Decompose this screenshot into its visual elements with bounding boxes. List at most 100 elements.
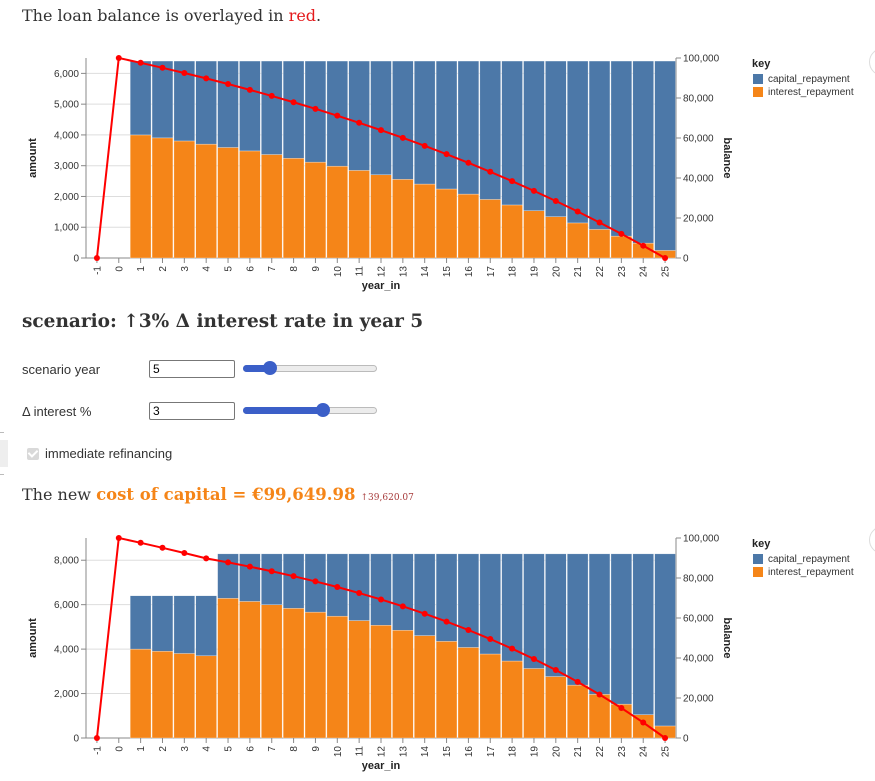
interest-bar [545,676,567,739]
slider-thumb[interactable] [316,403,331,417]
x-tick-label: 11 [355,746,366,757]
interest-bar [392,629,414,739]
side-handle[interactable] [0,440,8,467]
delta-interest-slider[interactable] [243,403,377,417]
balance-point [487,636,494,643]
interest-bar [282,158,305,259]
interest-bar [151,137,174,259]
x-tick-label: 16 [464,746,475,758]
balance-point [509,645,516,652]
y2-tick-label: 40,000 [683,174,714,185]
x-tick-label: -1 [92,746,103,755]
balance-point [552,667,559,674]
interest-bar [435,188,458,259]
capital-bar [610,60,633,237]
balance-point [115,55,122,61]
y2-tick-label: 60,000 [683,614,714,625]
balance-point [203,75,210,82]
slider-thumb[interactable] [262,361,277,375]
balance-point [574,678,581,685]
interest-bar [282,608,305,739]
refinancing-option[interactable]: immediate refinancing [27,446,172,461]
balance-point [203,555,210,562]
balance-point [640,242,647,249]
balance-point [93,255,100,261]
capital-bar [239,553,261,602]
balance-point [225,81,232,88]
refinancing-label: immediate refinancing [45,446,173,461]
capital-bar [588,553,611,695]
slider-fill [243,407,324,414]
x-tick-label: 25 [661,266,672,278]
interest-bar [545,216,567,259]
balance-point [246,563,253,570]
interest-bar [566,222,589,259]
balance-point [181,69,188,76]
x-tick-label: 13 [398,746,409,758]
balance-point [640,719,647,726]
x-tick-label: 18 [508,266,519,278]
x-tick-label: 23 [617,746,628,758]
y-tick-label: 1,000 [54,223,79,234]
capital-bar [435,60,458,190]
interest-bar [239,601,261,739]
capital-bar [435,553,458,642]
x-tick-label: 12 [377,266,388,278]
y2-tick-label: 20,000 [683,214,714,225]
x-tick-label: 14 [420,266,431,278]
capital-bar [610,553,633,705]
interest-bar [151,650,174,739]
x-tick-label: 18 [508,746,519,758]
y-tick-label: 8,000 [54,556,79,567]
balance-point [574,208,581,215]
x-tick-label: 8 [289,746,300,752]
interest-bar [566,684,589,739]
delta-interest-label: Δ interest % [22,403,92,419]
capital-bar [414,553,436,636]
legend-title: key [752,58,771,70]
capital-bar [239,60,261,152]
x-axis-title: year_in [362,280,401,292]
y2-axis-title: balance [721,618,733,659]
x-tick-label: 7 [267,746,278,752]
balance-point [618,230,625,237]
capital-bar [632,60,654,244]
scenario-year-input[interactable] [149,360,235,378]
balance-point [268,568,275,575]
capital-bar [173,60,196,142]
interest-bar [501,660,523,739]
balance-point [509,178,516,185]
capital-bar [654,60,676,251]
x-tick-label: 17 [486,746,497,758]
balance-point [93,735,100,741]
balance-point [443,618,450,625]
capital-bar [588,60,611,230]
scenario-year-slider[interactable] [243,361,377,375]
capital-bar [282,553,305,609]
refinancing-checkbox[interactable] [27,447,39,460]
y-tick-label: 0 [73,254,79,265]
x-tick-label: 21 [573,266,584,278]
capital-bar [479,60,501,200]
interest-bar [129,648,152,739]
interest-bar [588,229,611,259]
interest-bar [610,235,633,259]
capital-bar [545,60,567,217]
balance-point [312,578,319,585]
balance-point [312,105,319,112]
cost-prefix: The new [22,485,97,504]
capital-bar [348,553,370,621]
delta-interest-input[interactable] [149,402,235,420]
interest-bar [479,653,501,739]
capital-bar [348,60,370,171]
balance-point [225,559,232,566]
capital-bar [414,60,436,185]
x-tick-label: 2 [158,746,169,752]
x-tick-label: 3 [180,266,191,272]
capital-bar [217,553,239,599]
interest-bar [392,179,414,259]
interest-bar [195,655,217,739]
capital-bar [501,60,523,206]
x-tick-label: 25 [661,746,672,758]
interest-bar [523,668,545,739]
